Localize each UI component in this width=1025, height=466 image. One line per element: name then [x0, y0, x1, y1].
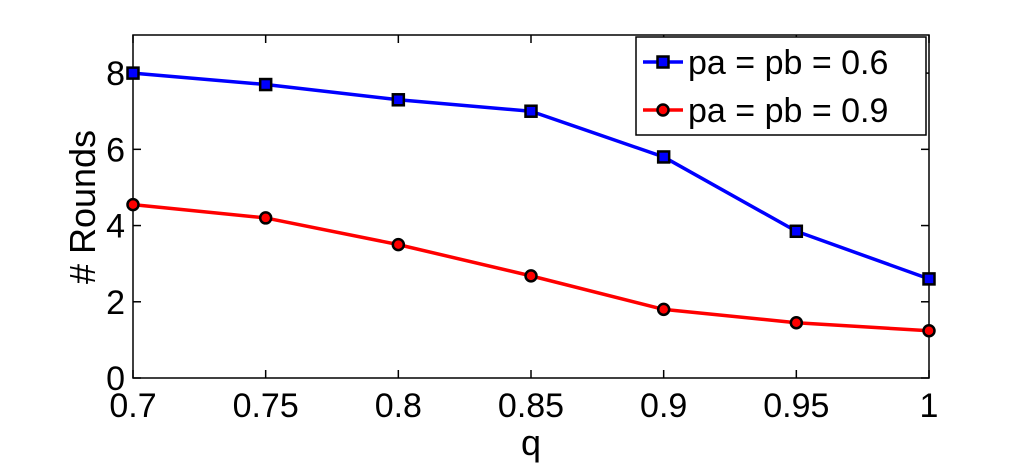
- data-point: [524, 104, 538, 118]
- legend-marker: [656, 55, 670, 69]
- x-tick-label: 0.85: [498, 387, 564, 425]
- y-tick-label: 8: [106, 55, 125, 93]
- data-point: [922, 323, 936, 338]
- y-tick-label: 4: [106, 208, 125, 246]
- y-tick-label: 6: [106, 131, 125, 169]
- data-point: [922, 272, 936, 286]
- data-point: [656, 150, 671, 164]
- x-tick-label: 0.75: [233, 387, 299, 425]
- data-point: [656, 302, 671, 317]
- y-tick-label: 0: [106, 360, 125, 398]
- data-point: [789, 315, 804, 330]
- x-tick-label: 0.9: [640, 387, 687, 425]
- legend-label: pa = pb = 0.6: [688, 44, 888, 82]
- data-point: [258, 211, 273, 225]
- series-layer: [126, 66, 936, 338]
- data-point: [258, 77, 273, 92]
- data-point: [391, 93, 406, 107]
- y-axis: 0 2 4 6 8: [106, 55, 929, 398]
- legend-marker: [656, 103, 670, 117]
- x-tick-label: 0.8: [375, 387, 422, 425]
- y-axis-label: # Rounds: [62, 130, 103, 284]
- y-tick-label: 2: [106, 284, 125, 322]
- data-point: [126, 197, 140, 212]
- data-point: [789, 224, 804, 239]
- data-point: [524, 269, 538, 283]
- x-axis-label: q: [521, 422, 541, 463]
- legend-box: [635, 36, 927, 136]
- x-tick-label: 0.95: [763, 387, 829, 425]
- legend: pa = pb = 0.6 pa = pb = 0.9: [635, 36, 927, 136]
- x-tick-label: 1: [920, 387, 939, 425]
- legend-label: pa = pb = 0.9: [688, 92, 888, 130]
- x-axis: 0.7 0.75 0.8 0.85 0.9 0.95 1: [109, 35, 938, 425]
- data-point: [391, 237, 406, 252]
- data-point: [126, 66, 140, 80]
- x-tick-label: 0.7: [109, 387, 156, 425]
